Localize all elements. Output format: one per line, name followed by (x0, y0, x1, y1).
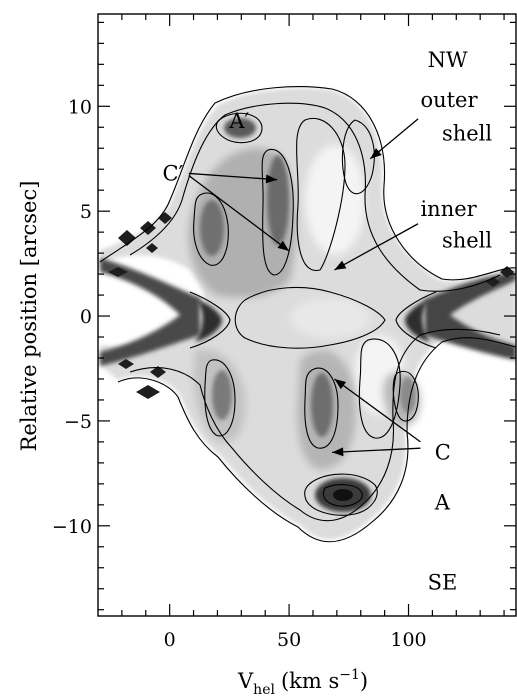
contour-east-south (392, 370, 419, 422)
contour-a-prime (215, 112, 263, 144)
contour-west-south (204, 359, 236, 437)
annotation-label-outer2: shell (442, 122, 492, 146)
contour-outer-shell-north (341, 119, 375, 195)
knot-east-south (400, 377, 416, 413)
wing-east (425, 272, 516, 360)
contours (99, 86, 516, 543)
knot-west-south (212, 370, 232, 420)
y-tick-label: 10 (68, 96, 92, 118)
annotation-label-inner2: shell (442, 229, 492, 253)
x-tick-label: 0 (164, 629, 176, 651)
x-axis-label-close: ) (360, 669, 368, 693)
x-axis-label-exp: −1 (339, 667, 360, 683)
waist-west (195, 298, 222, 342)
annotation-arrow (334, 223, 419, 271)
contour-c (304, 367, 339, 449)
contour-north-inner (296, 117, 346, 271)
annotation-label-inner1: inner (420, 197, 477, 221)
wing-west (100, 258, 200, 366)
annotation-label-outer1: outer (420, 88, 478, 112)
annotation-label-a-prime: A′ (228, 109, 249, 133)
annotation-label-a: A (434, 491, 451, 515)
contour-south-inner (358, 338, 401, 439)
contour-central-ring (234, 286, 386, 349)
inner-cavity-north (305, 145, 365, 255)
y-tick-label: 5 (80, 201, 92, 223)
inner-cavity-center (290, 298, 370, 338)
annotation-label-c: C (435, 440, 451, 464)
x-axis-label: Vhel (km s−1) (237, 667, 368, 698)
emission-image (100, 88, 516, 540)
y-tick-label: 0 (80, 306, 92, 328)
contour-waist-west (189, 291, 231, 349)
contour-knot-a (304, 473, 378, 516)
knot-west-north (200, 200, 224, 256)
x-axis-label-main: V (237, 669, 254, 693)
ridge-c-prime (267, 155, 289, 245)
x-tick-label: 100 (390, 629, 426, 651)
contour-level-2 (129, 102, 501, 522)
speckle-west-north (108, 212, 172, 277)
knot-a-core (333, 489, 353, 501)
contour-west-north (193, 192, 229, 266)
axis-tick-labels: 0 50 100 −10 −5 0 5 10 (52, 96, 427, 651)
annotation-arrow (369, 118, 419, 160)
annotation-label-c-prime: C′ (162, 161, 183, 185)
annotation-arrow (332, 447, 421, 457)
x-axis-label-sub: hel (253, 682, 275, 698)
contour-waist-east (395, 291, 437, 349)
annotation-arrows (188, 118, 421, 457)
annotation-arrow (334, 378, 421, 443)
waist-east (405, 298, 430, 342)
contour-c-prime (261, 148, 294, 276)
speckle-west-south (118, 359, 166, 399)
annotation-labels: NW SE A′ C′ outer shell inner shell C A (162, 48, 492, 594)
annotation-arrow (188, 174, 290, 252)
y-axis-label: Relative position [arcsec] (17, 181, 41, 452)
x-tick-label: 50 (277, 629, 301, 651)
speckle-east (486, 266, 514, 287)
y-tick-label: −10 (52, 516, 92, 538)
annotation-arrow (188, 172, 278, 184)
annotation-label-nw: NW (428, 48, 468, 72)
y-tick-label: −5 (64, 411, 92, 433)
contour-outer (99, 86, 516, 543)
annotation-label-se: SE (428, 570, 458, 594)
x-axis-label-unit: (km s (281, 669, 339, 693)
ridge-c (311, 373, 333, 437)
knot-a-prime (224, 118, 256, 138)
axis-ticks (98, 14, 516, 616)
plot-frame (97, 13, 517, 617)
contour-knot-a-inner (322, 484, 363, 507)
